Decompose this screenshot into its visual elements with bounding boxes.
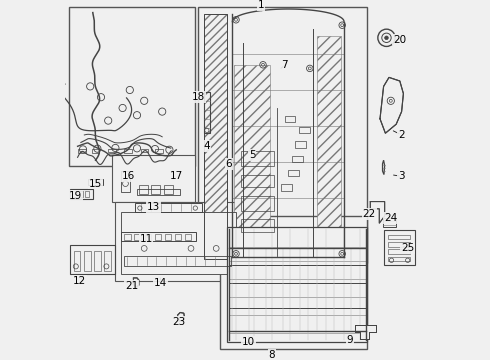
Bar <box>135 203 202 212</box>
Bar <box>121 232 196 241</box>
Bar <box>141 149 148 152</box>
Bar <box>299 127 310 133</box>
Text: 21: 21 <box>125 281 138 291</box>
Text: 12: 12 <box>73 276 86 286</box>
Bar <box>234 65 270 252</box>
Bar <box>71 245 116 274</box>
Bar <box>124 149 132 153</box>
Bar <box>185 234 192 240</box>
Text: 25: 25 <box>401 243 415 253</box>
Text: 15: 15 <box>89 179 102 189</box>
Text: 19: 19 <box>69 191 82 201</box>
Bar <box>175 234 181 240</box>
Text: 23: 23 <box>172 317 185 327</box>
Bar <box>145 234 151 240</box>
Text: 1: 1 <box>258 0 265 10</box>
Bar <box>112 155 195 202</box>
Text: 9: 9 <box>347 335 353 345</box>
Text: 5: 5 <box>249 150 255 160</box>
Text: 18: 18 <box>192 92 205 102</box>
Bar <box>121 171 130 192</box>
Bar <box>151 185 160 194</box>
Text: 8: 8 <box>269 350 275 360</box>
Text: 17: 17 <box>170 171 183 181</box>
Bar <box>155 149 163 153</box>
Bar <box>92 149 99 153</box>
Polygon shape <box>355 325 376 339</box>
Bar <box>242 175 274 187</box>
Bar <box>94 251 100 271</box>
Text: 6: 6 <box>225 159 232 169</box>
Bar <box>230 232 365 339</box>
Bar <box>388 235 410 239</box>
Bar <box>104 251 111 271</box>
Polygon shape <box>370 202 385 223</box>
Bar <box>242 151 274 166</box>
Polygon shape <box>133 278 139 287</box>
Text: 7: 7 <box>281 60 288 70</box>
Text: 24: 24 <box>384 213 397 223</box>
Polygon shape <box>380 77 403 133</box>
Bar <box>198 7 368 263</box>
Bar <box>317 36 342 252</box>
Bar <box>242 219 274 232</box>
Polygon shape <box>178 312 185 321</box>
Bar <box>72 191 76 197</box>
Bar <box>71 189 93 199</box>
Bar <box>204 14 227 259</box>
Bar <box>388 249 410 254</box>
Bar <box>230 330 365 340</box>
Bar <box>139 185 148 194</box>
Bar <box>124 256 231 266</box>
Bar <box>295 141 306 148</box>
Bar <box>77 149 86 153</box>
Text: 10: 10 <box>242 337 255 347</box>
Text: 16: 16 <box>122 171 135 181</box>
Text: 20: 20 <box>393 35 406 45</box>
Bar <box>288 170 299 176</box>
Bar <box>164 185 173 194</box>
Text: 22: 22 <box>363 209 376 219</box>
Bar <box>85 191 90 197</box>
Bar <box>384 230 415 265</box>
Bar <box>281 184 292 191</box>
Text: 13: 13 <box>147 202 160 212</box>
Bar <box>121 212 236 274</box>
Text: 3: 3 <box>398 171 405 181</box>
Text: 11: 11 <box>139 234 152 244</box>
Bar <box>88 179 103 185</box>
Text: 4: 4 <box>204 141 211 151</box>
Bar <box>285 116 295 122</box>
Bar <box>204 14 227 259</box>
Bar <box>84 251 91 271</box>
Bar <box>227 227 368 342</box>
Bar <box>292 156 303 162</box>
Bar <box>383 218 396 227</box>
Bar <box>388 257 410 261</box>
Bar <box>242 196 274 211</box>
Polygon shape <box>380 77 403 133</box>
Circle shape <box>385 36 388 40</box>
Bar <box>116 202 242 281</box>
Bar <box>74 251 80 271</box>
Bar <box>137 189 180 195</box>
Bar <box>388 242 410 247</box>
Bar <box>108 149 116 152</box>
Bar <box>204 92 210 133</box>
Bar <box>69 7 195 166</box>
Bar <box>155 234 161 240</box>
Text: 2: 2 <box>398 130 405 140</box>
Text: 14: 14 <box>154 278 167 288</box>
Bar <box>134 234 141 240</box>
Polygon shape <box>383 160 385 175</box>
Bar <box>165 234 171 240</box>
Bar <box>79 191 83 197</box>
Bar <box>124 234 131 240</box>
Bar <box>220 216 368 349</box>
